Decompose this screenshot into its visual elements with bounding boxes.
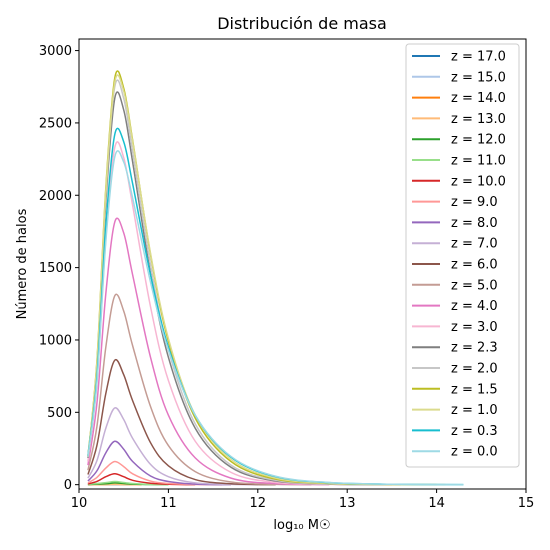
series-line-17 — [87, 74, 446, 486]
y-tick-label: 1500 — [39, 261, 72, 276]
series-line-9 — [87, 407, 258, 486]
series-line-7 — [87, 460, 223, 486]
legend-entry-label: z = 1.5 — [451, 382, 498, 397]
x-tick-label: 13 — [339, 496, 356, 511]
legend-entry-label: z = 15.0 — [451, 70, 506, 85]
series-line-5 — [87, 480, 169, 486]
legend-entry-label: z = 2.3 — [451, 341, 498, 356]
legend-box — [405, 43, 520, 468]
series-line-11 — [87, 293, 312, 486]
legend-entry-label: z = 2.0 — [451, 362, 498, 377]
y-tick-label: 1000 — [39, 333, 72, 348]
legend-entry-label: z = 6.0 — [451, 258, 498, 273]
plot-lines — [87, 70, 464, 486]
y-tick-label: 2500 — [39, 116, 72, 131]
legend-entry-label: z = 0.3 — [451, 424, 498, 439]
series-line-10 — [87, 358, 276, 486]
legend-entry-label: z = 9.0 — [451, 195, 498, 210]
plot-frame — [78, 38, 527, 490]
legend-entry-label: z = 3.0 — [451, 320, 498, 335]
y-tick-label: 2000 — [39, 189, 72, 204]
legend-entry-label: z = 4.0 — [451, 299, 498, 314]
legend-entry-label: z = 11.0 — [451, 154, 506, 169]
x-tick-label: 15 — [518, 496, 535, 511]
y-axis-label: Número de halos — [15, 208, 30, 319]
y-axis-ticks: 0 500 1000 1500 2000 2500 3000 — [39, 44, 79, 493]
legend-entry-label: z = 17.0 — [451, 50, 506, 65]
legend-entry-label: z = 13.0 — [451, 112, 506, 127]
y-tick-label: 3000 — [39, 44, 72, 59]
legend-entry-label: z = 14.0 — [451, 91, 506, 106]
x-tick-label: 10 — [71, 496, 88, 511]
x-axis-label: log₁₀ M☉ — [273, 518, 330, 533]
legend-entry-label: z = 8.0 — [451, 216, 498, 231]
x-axis-ticks: 10 11 12 13 14 15 — [71, 489, 535, 511]
series-line-6 — [87, 473, 196, 486]
x-tick-label: 11 — [160, 496, 177, 511]
series-line-12 — [87, 217, 330, 486]
x-tick-label: 12 — [250, 496, 267, 511]
legend-entry-label: z = 5.0 — [451, 278, 498, 293]
y-tick-label: 500 — [47, 406, 72, 421]
chart-title: Distribución de masa — [217, 14, 387, 33]
y-tick-label: 0 — [64, 478, 72, 493]
legend: z = 17.0 z = 15.0 z = 14.0 z = 13.0 z = 12.0… — [405, 43, 520, 468]
legend-entry-label: z = 12.0 — [451, 133, 506, 148]
series-line-19 — [87, 150, 464, 486]
legend-entry-label: z = 0.0 — [451, 445, 498, 460]
series-line-8 — [87, 440, 231, 486]
legend-entry-label: z = 10.0 — [451, 174, 506, 189]
legend-entry-label: z = 1.0 — [451, 403, 498, 418]
legend-entry-label: z = 7.0 — [451, 237, 498, 252]
x-tick-label: 14 — [428, 496, 445, 511]
